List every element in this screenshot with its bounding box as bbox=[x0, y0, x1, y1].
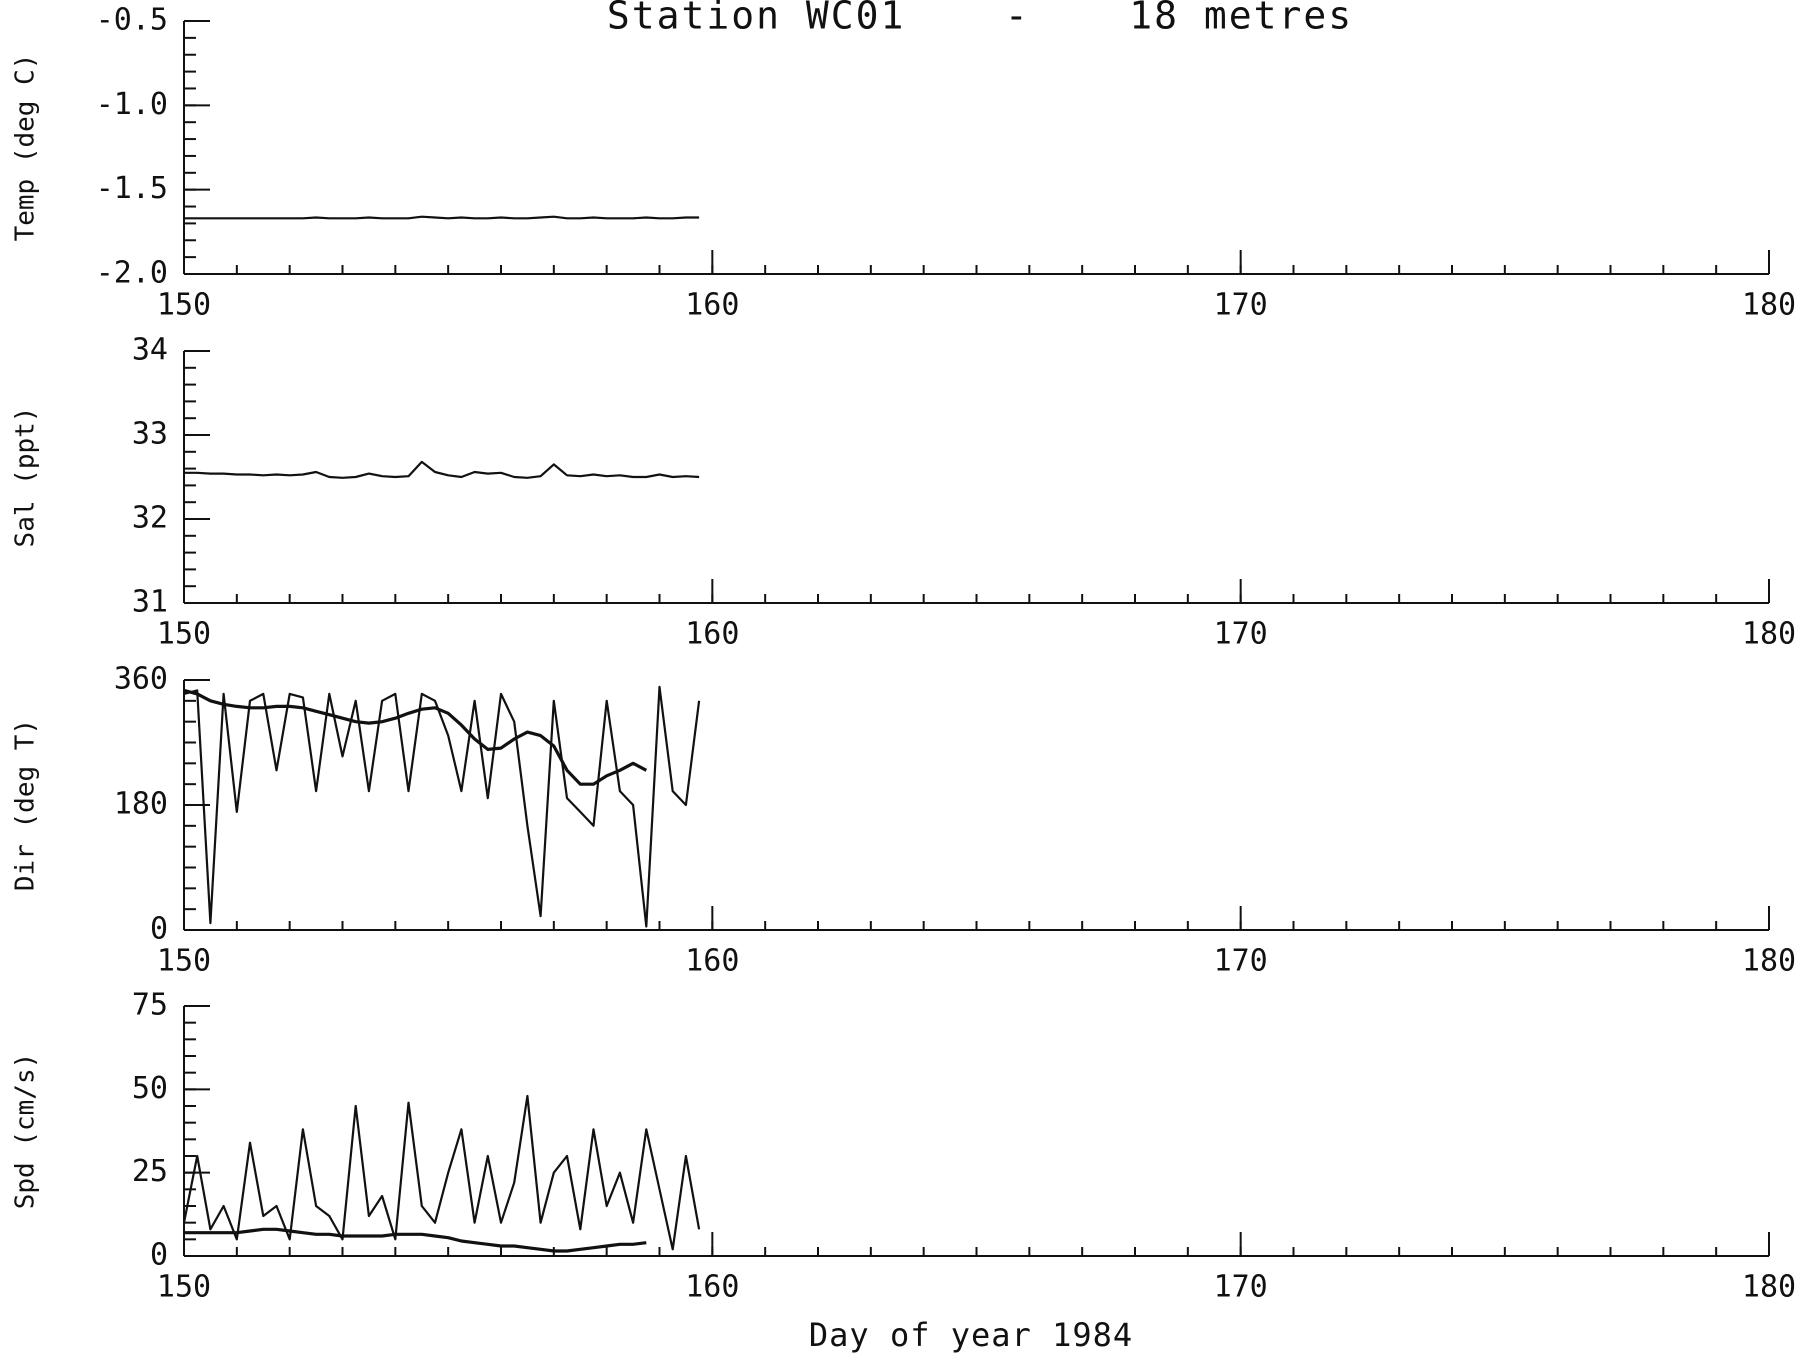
y-tick-label: 75 bbox=[132, 988, 168, 1023]
x-tick-label: 170 bbox=[1214, 944, 1268, 979]
y-axis-label: Dir (deg T) bbox=[11, 719, 41, 891]
x-tick-label: 160 bbox=[685, 944, 739, 979]
y-tick-label: 360 bbox=[114, 662, 168, 697]
x-tick-label: 170 bbox=[1214, 288, 1268, 323]
y-axis-label: Temp (deg C) bbox=[11, 54, 41, 242]
y-tick-label: 32 bbox=[132, 501, 168, 536]
x-tick-label: 180 bbox=[1742, 288, 1796, 323]
x-tick-label: 150 bbox=[157, 1270, 211, 1305]
x-tick-label: 160 bbox=[685, 1270, 739, 1305]
x-tick-label: 180 bbox=[1742, 617, 1796, 652]
chart-title: Station WC01 - 18 metres bbox=[607, 0, 1353, 38]
y-tick-label: 33 bbox=[132, 417, 168, 452]
y-axis-label: Spd (cm/s) bbox=[11, 1053, 41, 1210]
x-tick-label: 180 bbox=[1742, 1270, 1796, 1305]
y-tick-label: 31 bbox=[132, 585, 168, 620]
data-line bbox=[183, 688, 648, 786]
data-line bbox=[184, 215, 700, 220]
y-tick-label: 34 bbox=[132, 333, 168, 368]
x-tick-label: 150 bbox=[157, 944, 211, 979]
y-tick-label: 0 bbox=[150, 1238, 168, 1273]
y-tick-label: 0 bbox=[150, 912, 168, 947]
x-tick-label: 150 bbox=[157, 288, 211, 323]
data-line bbox=[184, 1227, 647, 1253]
data-line bbox=[182, 1094, 701, 1251]
y-axis-label: Sal (ppt) bbox=[11, 407, 41, 548]
y-tick-label: 50 bbox=[132, 1071, 168, 1106]
y-tick-label: -2.0 bbox=[96, 256, 168, 291]
data-line bbox=[184, 460, 700, 479]
x-tick-label: 170 bbox=[1214, 617, 1268, 652]
y-tick-label: -1.0 bbox=[96, 87, 168, 122]
y-tick-label: -0.5 bbox=[96, 3, 168, 38]
data-line bbox=[183, 685, 701, 928]
x-tick-label: 180 bbox=[1742, 944, 1796, 979]
x-tick-label: 150 bbox=[157, 617, 211, 652]
x-axis-label: Day of year 1984 bbox=[809, 1316, 1133, 1354]
y-tick-label: 25 bbox=[132, 1154, 168, 1189]
y-tick-label: 180 bbox=[114, 787, 168, 822]
x-tick-label: 170 bbox=[1214, 1270, 1268, 1305]
x-tick-label: 160 bbox=[685, 617, 739, 652]
x-tick-label: 160 bbox=[685, 288, 739, 323]
y-tick-label: -1.5 bbox=[96, 171, 168, 206]
